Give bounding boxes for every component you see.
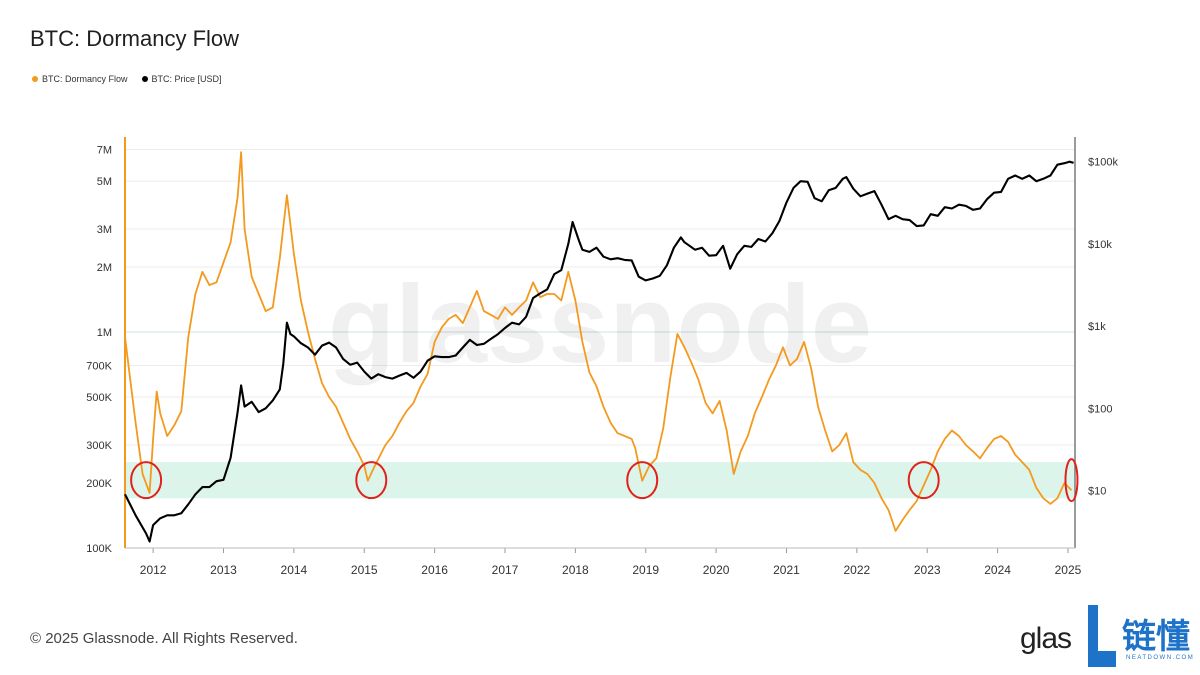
legend-item-dormancy[interactable]: BTC: Dormancy Flow	[32, 74, 128, 84]
y-left-tick-label: 700K	[86, 360, 112, 372]
circled-low-marker	[355, 461, 388, 500]
legend-label-dormancy: BTC: Dormancy Flow	[42, 74, 128, 84]
y-left-tick-label: 100K	[86, 543, 112, 555]
x-tick-label: 2012	[140, 563, 167, 577]
x-tick-label: 2022	[844, 563, 871, 577]
y-left-tick-label: 2M	[97, 262, 112, 274]
dormancy-flow-line	[124, 151, 1073, 532]
x-tick-label: 2025	[1055, 563, 1082, 577]
legend-dot-dormancy	[32, 76, 38, 82]
logo-mark-cut	[1098, 605, 1116, 651]
y-right-tick-label: $100k	[1088, 157, 1118, 169]
neatdown-logo: 链懂 NEATDOWN.COM	[1088, 605, 1198, 669]
y-left-tick-label: 200K	[86, 478, 112, 490]
y-left-tick-label: 3M	[97, 224, 112, 236]
x-tick-label: 2015	[351, 563, 378, 577]
legend-item-price[interactable]: BTC: Price [USD]	[141, 74, 222, 84]
circled-low-marker	[1064, 458, 1079, 503]
circled-low-marker	[907, 461, 940, 500]
y-right-tick-label: $1k	[1088, 321, 1106, 333]
highlight-band	[125, 462, 1075, 499]
x-tick-label: 2021	[773, 563, 800, 577]
legend-label-price: BTC: Price [USD]	[151, 74, 222, 84]
chart-title: BTC: Dormancy Flow	[30, 26, 240, 51]
x-tick-label: 2017	[492, 563, 519, 577]
dormancy-flow-chart: 100K 200K 300K 500K 700K 1M 2M 3M 5M 7M $10 $100 $1k…	[86, 137, 1118, 577]
x-tick-label: 2020	[703, 563, 730, 577]
x-tick-label: 2018	[562, 563, 589, 577]
copyright-text: © 2025 Glassnode. All Rights Reserved.	[30, 630, 298, 647]
watermark-text: glassnode	[328, 263, 872, 386]
circled-low-marker	[130, 461, 163, 500]
x-tick-label: 2024	[984, 563, 1011, 577]
y-left-tick-label: 1M	[97, 327, 112, 339]
x-tick-label: 2019	[632, 563, 659, 577]
x-tick-label: 2014	[281, 563, 308, 577]
legend-dot-price	[141, 76, 148, 82]
circled-low-marker	[626, 461, 659, 500]
x-tick-label: 2016	[421, 563, 448, 577]
y-right-tick-label: $10k	[1088, 239, 1112, 251]
y-left-tick-label: 300K	[86, 440, 112, 452]
price-line	[124, 160, 1074, 543]
x-tick-label: 2013	[210, 563, 237, 577]
logo-en-text: NEATDOWN.COM	[1126, 655, 1195, 661]
y-left-tick-label: 500K	[86, 392, 112, 404]
brand-text: glas	[1020, 622, 1072, 655]
chart-legend: BTC: Dormancy Flow BTC: Price [USD]	[32, 74, 222, 84]
y-left-tick-label: 5M	[97, 176, 112, 188]
y-left-tick-label: 7M	[97, 145, 112, 157]
x-tick-label: 2023	[914, 563, 941, 577]
y-right-tick-label: $100	[1088, 403, 1112, 415]
y-right-tick-label: $10	[1088, 486, 1106, 498]
logo-cn-text: 链懂	[1122, 617, 1190, 657]
